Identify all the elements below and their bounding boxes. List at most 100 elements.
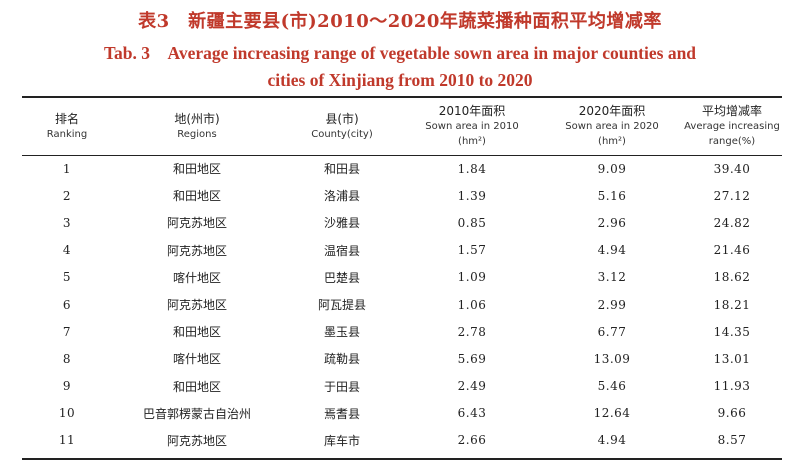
cell-area-2020: 3.12: [597, 270, 627, 285]
header-average-rate-cn: 平均增减率: [701, 104, 762, 118]
cell-area-2010: 1.39: [457, 188, 487, 203]
header-regions-en: Regions: [177, 128, 217, 140]
header-area-2010-unit: (hm²): [458, 136, 486, 147]
cell-ranking: 7: [62, 324, 72, 339]
cell-average-rate: 11.93: [713, 379, 751, 394]
cell-ranking: 10: [58, 406, 76, 421]
header-area-2010-cn: 2010年面积: [438, 104, 506, 118]
header-ranking-en: Ranking: [46, 128, 88, 140]
cell-area-2010: 2.78: [457, 324, 487, 339]
cell-county: 温宿县: [323, 243, 360, 258]
cell-area-2020: 12.64: [593, 406, 631, 421]
table-header-row: 排名 Ranking 地(州市) Regions 县(市) County(cit…: [22, 98, 782, 155]
cell-county: 巴楚县: [323, 270, 360, 285]
cell-ranking: 4: [62, 243, 72, 258]
cell-region: 和田地区: [172, 189, 221, 204]
cell-ranking: 5: [62, 270, 72, 285]
header-average-rate-en: Average increasing: [684, 121, 780, 132]
cell-area-2020: 5.16: [597, 188, 627, 203]
cell-area-2010: 1.57: [457, 243, 487, 258]
table-title-english-line1: Tab. 3 Average increasing range of veget…: [103, 43, 697, 63]
header-county-cn: 县(市): [325, 111, 359, 126]
cell-region: 巴音郭楞蒙古自治州: [142, 406, 251, 421]
table-row: 8 喀什地区 疏勒县 5.69 13.09 13.01: [22, 345, 782, 372]
table-header-rule: [22, 155, 782, 156]
table-row: 2 和田地区 洛浦县 1.39 5.16 27.12: [22, 182, 782, 209]
table-row: 6 阿克苏地区 阿瓦提县 1.06 2.99 18.21: [22, 291, 782, 318]
cell-ranking: 9: [62, 379, 72, 394]
cell-region: 阿克苏地区: [166, 243, 227, 258]
cell-region: 喀什地区: [172, 352, 221, 367]
cell-area-2020: 5.46: [597, 379, 627, 394]
cell-ranking: 6: [62, 297, 72, 312]
cell-area-2010: 2.49: [457, 379, 487, 394]
header-county-en: County(city): [311, 128, 373, 140]
header-regions: 地(州市) Regions: [112, 98, 282, 155]
cell-county: 焉耆县: [323, 406, 360, 421]
cell-average-rate: 14.35: [713, 324, 751, 339]
cell-area-2010: 0.85: [457, 215, 487, 230]
cell-area-2020: 6.77: [597, 324, 627, 339]
cell-county: 沙雅县: [323, 216, 360, 231]
header-area-2020-cn: 2020年面积: [578, 104, 646, 118]
header-area-2020-en: Sown area in 2020: [565, 121, 659, 132]
table-row: 1 和田地区 和田县 1.84 9.09 39.40: [22, 155, 782, 182]
table-row: 3 阿克苏地区 沙雅县 0.85 2.96 24.82: [22, 209, 782, 236]
header-area-2010-en: Sown area in 2010: [425, 121, 519, 132]
cell-region: 阿克苏地区: [166, 298, 227, 313]
cell-region: 阿克苏地区: [166, 433, 227, 448]
cell-county: 疏勒县: [323, 352, 360, 367]
header-ranking: 排名 Ranking: [22, 98, 112, 155]
header-area-2020-unit: (hm²): [598, 136, 626, 147]
cell-area-2020: 4.94: [597, 433, 627, 448]
cell-region: 和田地区: [172, 325, 221, 340]
cell-area-2020: 9.09: [597, 161, 627, 176]
header-average-rate: 平均增减率 Average increasing range(%): [682, 98, 782, 155]
header-county: 县(市) County(city): [282, 98, 402, 155]
cell-ranking: 8: [62, 351, 72, 366]
table-row: 10 巴音郭楞蒙古自治州 焉耆县 6.43 12.64 9.66: [22, 400, 782, 427]
table-row: 4 阿克苏地区 温宿县 1.57 4.94 21.46: [22, 237, 782, 264]
header-area-2010: 2010年面积 Sown area in 2010 (hm²): [402, 98, 542, 155]
header-average-rate-en2: range(%): [708, 136, 756, 147]
cell-average-rate: 18.21: [713, 297, 751, 312]
cell-area-2020: 2.96: [597, 215, 627, 230]
table-title-english: Tab. 3 Average increasing range of veget…: [40, 40, 760, 94]
cell-ranking: 1: [62, 161, 72, 176]
table-top-rule: [22, 96, 782, 98]
cell-average-rate: 18.62: [713, 270, 751, 285]
cell-area-2010: 6.43: [457, 406, 487, 421]
cell-area-2010: 1.84: [457, 161, 487, 176]
table-row: 5 喀什地区 巴楚县 1.09 3.12 18.62: [22, 264, 782, 291]
table-body: 1 和田地区 和田县 1.84 9.09 39.40 2 和田地区 洛浦县 1.39 5.16 27.…: [22, 155, 782, 454]
cell-area-2010: 1.09: [457, 270, 487, 285]
table-row: 11 阿克苏地区 库车市 2.66 4.94 8.57: [22, 427, 782, 454]
cell-area-2020: 2.99: [597, 297, 627, 312]
header-ranking-cn: 排名: [54, 111, 79, 126]
cell-area-2020: 13.09: [593, 351, 631, 366]
cell-area-2010: 1.06: [457, 297, 487, 312]
table-row: 7 和田地区 墨玉县 2.78 6.77 14.35: [22, 318, 782, 345]
cell-region: 和田地区: [172, 379, 221, 394]
cell-average-rate: 21.46: [713, 243, 751, 258]
cell-area-2010: 5.69: [457, 351, 487, 366]
table-bottom-rule: [22, 458, 782, 460]
cell-county: 墨玉县: [323, 325, 360, 340]
cell-region: 阿克苏地区: [166, 216, 227, 231]
cell-county: 于田县: [323, 379, 360, 394]
table-title-english-line2: cities of Xinjiang from 2010 to 2020: [267, 70, 533, 90]
cell-region: 和田地区: [172, 162, 221, 177]
cell-county: 洛浦县: [323, 189, 360, 204]
cell-average-rate: 13.01: [713, 351, 751, 366]
cell-county: 阿瓦提县: [317, 298, 366, 313]
cell-ranking: 2: [62, 188, 72, 203]
cell-area-2010: 2.66: [457, 433, 487, 448]
cell-average-rate: 39.40: [713, 161, 751, 176]
cell-county: 和田县: [323, 162, 360, 177]
table-row: 9 和田地区 于田县 2.49 5.46 11.93: [22, 373, 782, 400]
cell-ranking: 3: [62, 215, 72, 230]
header-regions-cn: 地(州市): [174, 111, 220, 126]
cell-region: 喀什地区: [172, 270, 221, 285]
data-table: 排名 Ranking 地(州市) Regions 县(市) County(cit…: [22, 98, 782, 454]
cell-area-2020: 4.94: [597, 243, 627, 258]
